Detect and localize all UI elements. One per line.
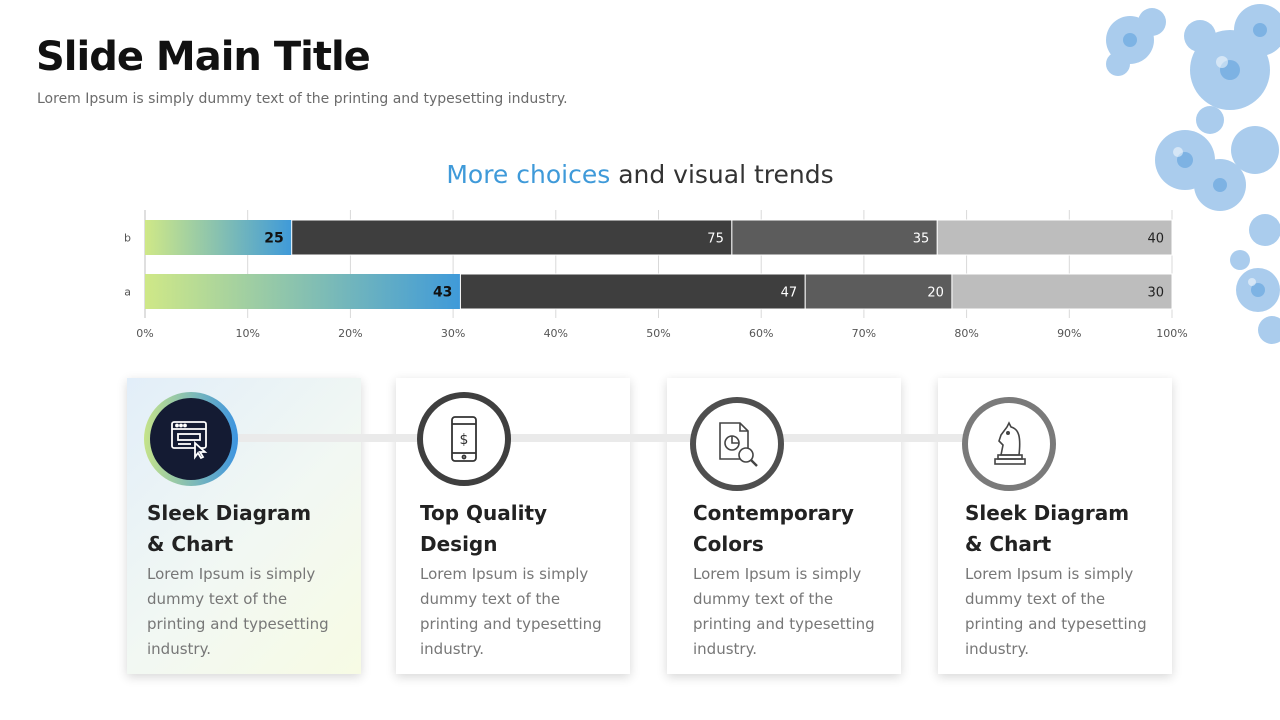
x-tick-label: 90% xyxy=(1057,327,1081,340)
feature-title-line: Design xyxy=(420,532,498,556)
blossom-decoration-icon xyxy=(1106,4,1280,344)
category-label: b xyxy=(124,232,131,245)
category-label: a xyxy=(124,286,131,299)
feature-body-2: Lorem Ipsum is simply dummy text of the … xyxy=(420,565,602,658)
data-label: 47 xyxy=(781,286,798,301)
feature-title-line: & Chart xyxy=(965,532,1052,556)
timeline-connector xyxy=(190,434,1010,442)
report-magnifier-icon xyxy=(719,422,758,467)
chart-heading-accent: More choices xyxy=(446,160,611,189)
bar-segment xyxy=(291,219,733,256)
feature-title-line: Sleek Diagram xyxy=(965,501,1130,525)
data-label: 40 xyxy=(1147,232,1164,247)
x-tick-label: 20% xyxy=(338,327,362,340)
slide-title: Slide Main Title xyxy=(36,34,371,80)
feature-title-line: & Chart xyxy=(147,532,234,556)
feature-icon-ring-1 xyxy=(144,392,238,486)
slide-subtitle: Lorem Ipsum is simply dummy text of the … xyxy=(37,91,568,107)
bar-segment xyxy=(936,219,1173,256)
bar-segment xyxy=(145,220,292,255)
feature-title-1: Sleek Diagram & Chart xyxy=(147,498,367,560)
data-label: 25 xyxy=(264,231,283,247)
feature-body-4: Lorem Ipsum is simply dummy text of the … xyxy=(965,565,1147,658)
bar-segment xyxy=(951,273,1173,310)
chart-heading: More choices and visual trends xyxy=(0,160,1280,189)
x-tick-label: 50% xyxy=(646,327,670,340)
browser-cursor-icon xyxy=(171,421,208,460)
feature-title-line: Sleek Diagram xyxy=(147,501,312,525)
x-tick-label: 100% xyxy=(1156,327,1187,340)
x-tick-label: 30% xyxy=(441,327,465,340)
feature-body-1: Lorem Ipsum is simply dummy text of the … xyxy=(147,565,329,658)
x-tick-label: 0% xyxy=(136,327,153,340)
bar-segment xyxy=(459,273,806,310)
feature-icon-ring-3 xyxy=(690,397,784,491)
chess-knight-icon xyxy=(994,421,1026,465)
data-label: 35 xyxy=(913,232,930,247)
feature-title-line: Contemporary xyxy=(693,501,854,525)
feature-title-line: Top Quality xyxy=(420,501,548,525)
data-label: 75 xyxy=(707,232,724,247)
bar-segment xyxy=(804,273,953,310)
feature-title-line: Colors xyxy=(693,532,764,556)
feature-title-2: Top Quality Design xyxy=(420,498,640,560)
feature-title-3: Contemporary Colors xyxy=(693,498,913,560)
x-tick-label: 60% xyxy=(749,327,773,340)
x-tick-label: 10% xyxy=(235,327,259,340)
feature-title-4: Sleek Diagram & Chart xyxy=(965,498,1185,560)
bar-segment xyxy=(731,219,938,256)
data-label: 43 xyxy=(433,285,452,301)
svg-text:$: $ xyxy=(460,432,469,448)
feature-icon-ring-2: $ xyxy=(417,392,511,486)
stacked-bar-chart: 0% 10% 20% 30% 40% 50% 60% 70% 80% 90% 100% b 25 75 35… xyxy=(124,210,1188,340)
data-label: 20 xyxy=(927,286,944,301)
bar-segment xyxy=(145,274,461,309)
x-tick-label: 70% xyxy=(852,327,876,340)
smartphone-dollar-icon: $ xyxy=(451,416,477,462)
x-tick-label: 80% xyxy=(954,327,978,340)
data-label: 30 xyxy=(1147,286,1164,301)
feature-icon-ring-4 xyxy=(962,397,1056,491)
x-tick-label: 40% xyxy=(544,327,568,340)
feature-body-3: Lorem Ipsum is simply dummy text of the … xyxy=(693,565,875,658)
chart-heading-rest: and visual trends xyxy=(618,160,834,189)
